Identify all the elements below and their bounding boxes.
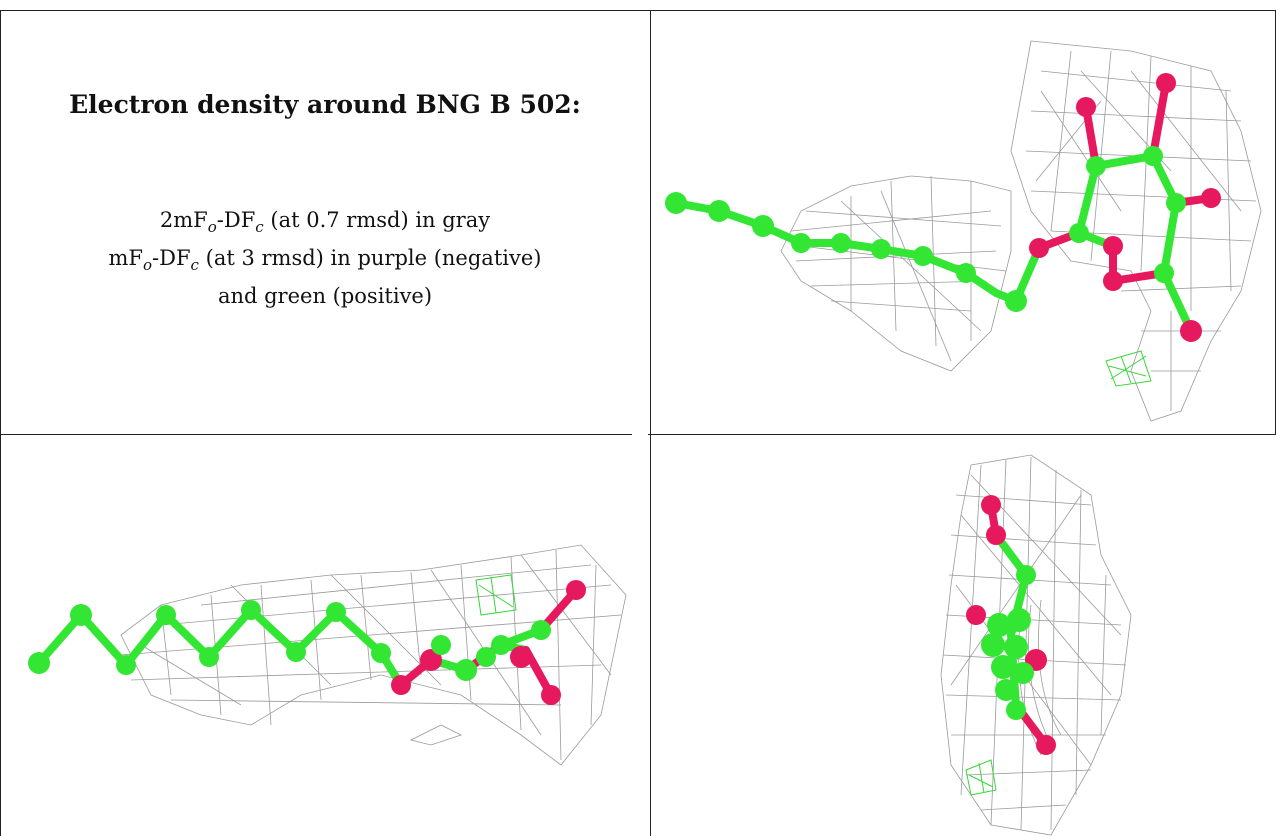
caption-line-gray-map: 2mFo-DFc (at 0.7 rmsd) in gray <box>159 208 491 237</box>
view-1-panel <box>651 11 1275 434</box>
table-border-top <box>0 10 1276 11</box>
caption-description: 2mFo-DFc (at 0.7 rmsd) in gray mFo-DFc (… <box>20 205 630 312</box>
caption-title: Electron density around BNG B 502: <box>69 90 581 119</box>
table-row-divider-right <box>648 434 1276 435</box>
caption-line-difference-map: mFo-DFc (at 3 rmsd) in purple (negative) <box>108 246 542 275</box>
table-border-left <box>0 10 1 836</box>
view-2-panel <box>1 435 650 836</box>
view-3-panel <box>651 435 1275 836</box>
ligand-density-render-end-view <box>940 454 1132 836</box>
ligand-density-render-top-view <box>665 40 1262 422</box>
table-border-middle <box>650 10 651 836</box>
ligand-density-render-side-view <box>28 544 627 766</box>
caption-line-positive: and green (positive) <box>217 284 433 309</box>
table-row-divider-left <box>0 434 632 435</box>
caption-cell: Electron density around BNG B 502: 2mFo-… <box>20 0 630 434</box>
